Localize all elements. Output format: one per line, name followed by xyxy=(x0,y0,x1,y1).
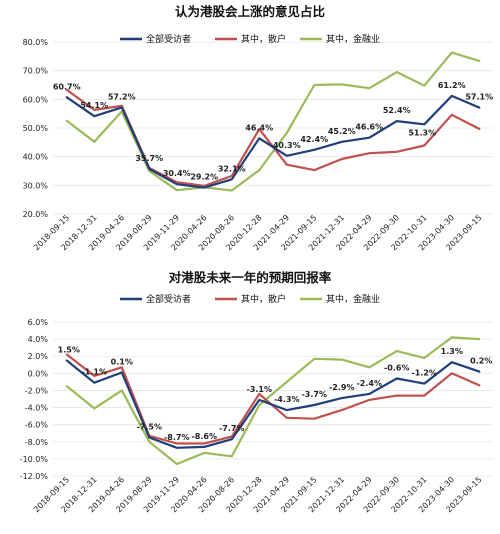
data-label: -8.7% xyxy=(164,433,190,442)
data-label: 45.2% xyxy=(328,127,356,136)
data-label: 51.3% xyxy=(408,128,436,137)
y-tick-label: 20.0% xyxy=(23,210,49,219)
legend-label: 全部受访者 xyxy=(146,293,191,305)
legend-label: 其中，散户 xyxy=(241,293,286,305)
y-tick-label: 40.0% xyxy=(23,153,49,162)
data-label: 46.4% xyxy=(245,123,273,132)
series-line xyxy=(65,51,481,192)
data-label: 54.1% xyxy=(80,101,108,110)
y-tick-label: 2.0% xyxy=(28,352,49,361)
y-tick-label: -8.0% xyxy=(25,438,49,447)
y-tick-label: 70.0% xyxy=(23,67,49,76)
data-label: 35.7% xyxy=(135,154,163,163)
data-label: 42.4% xyxy=(300,135,328,144)
data-label: -7.5% xyxy=(136,423,162,432)
series-line xyxy=(65,94,481,189)
data-label: 29.2% xyxy=(190,173,218,182)
y-tick-label: 30.0% xyxy=(23,181,49,190)
data-label: -7.7% xyxy=(219,424,245,433)
data-label: 61.2% xyxy=(438,81,466,90)
series-line xyxy=(65,336,481,466)
data-label: 57.1% xyxy=(465,93,493,102)
data-label: 40.3% xyxy=(273,141,301,150)
chart-title: 认为港股会上涨的意见占比 xyxy=(175,4,326,19)
legend-label: 其中，金融业 xyxy=(326,293,380,305)
data-label: -3.7% xyxy=(301,390,327,399)
y-tick-label: -12.0% xyxy=(20,472,49,481)
y-tick-label: 50.0% xyxy=(23,124,49,133)
data-label: 60.7% xyxy=(53,82,81,91)
data-label: -3.1% xyxy=(246,385,272,394)
data-label: 32.1% xyxy=(218,164,246,173)
data-label: -2.4% xyxy=(356,379,382,388)
y-tick-label: 0.0% xyxy=(28,369,49,378)
y-tick-label: -4.0% xyxy=(25,404,49,413)
data-label: -4.3% xyxy=(274,395,300,404)
data-label: -1.1% xyxy=(81,368,107,377)
data-label: 0.2% xyxy=(470,357,492,366)
data-label: 0.1% xyxy=(111,357,133,366)
chart-2: 对港股未来一年的预期回报率 -12.0% -10.0% -8.0% -6.0% -4.0%… xyxy=(20,270,493,514)
data-label: 1.5% xyxy=(58,346,80,355)
data-label: 57.2% xyxy=(108,92,136,101)
y-tick-label: 80.0% xyxy=(23,38,49,47)
data-label: 1.3% xyxy=(441,347,463,356)
legend-label: 其中，散户 xyxy=(241,33,286,45)
data-label: -2.9% xyxy=(329,383,355,392)
y-tick-label: 4.0% xyxy=(28,335,49,344)
y-tick-label: -6.0% xyxy=(25,421,49,430)
data-label: 52.4% xyxy=(383,106,411,115)
y-tick-label: -2.0% xyxy=(25,386,49,395)
chart-title: 对港股未来一年的预期回报率 xyxy=(169,270,332,285)
data-label: -0.6% xyxy=(384,363,410,372)
data-label: 46.6% xyxy=(355,123,383,132)
y-tick-label: 60.0% xyxy=(23,95,49,104)
y-tick-label: 6.0% xyxy=(28,318,49,327)
data-label: -8.6% xyxy=(191,432,217,441)
y-tick-label: -10.0% xyxy=(20,455,49,464)
data-label: -1.2% xyxy=(411,369,437,378)
legend-label: 全部受访者 xyxy=(146,33,191,45)
series-line xyxy=(65,359,481,449)
legend-label: 其中，金融业 xyxy=(326,33,380,45)
data-label: 30.4% xyxy=(163,169,191,178)
series-line xyxy=(65,88,481,187)
chart-1: 认为港股会上涨的意见占比 20.0% 30.0% 40.0% 50.0% 60.0% 70.… xyxy=(23,4,494,252)
